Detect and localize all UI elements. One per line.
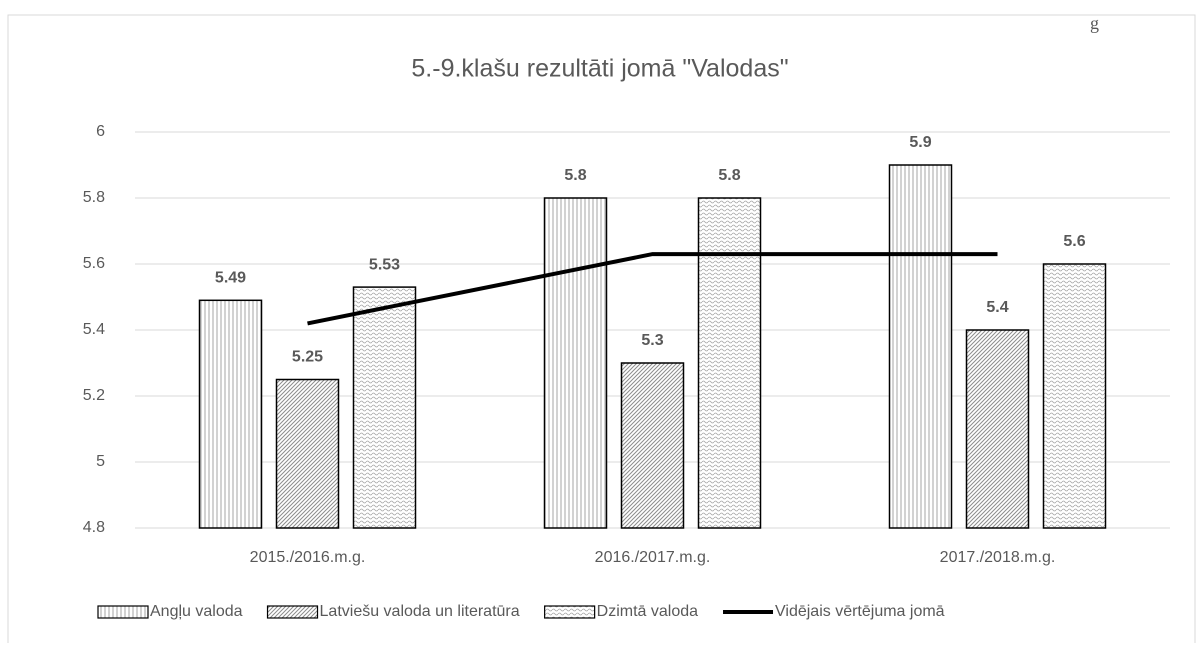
y-tick-label: 4.8 — [83, 519, 105, 536]
bar — [352, 286, 417, 529]
bar — [965, 329, 1030, 529]
y-tick-label: 5.2 — [83, 387, 105, 404]
x-tick-label: 2015./2016.m.g. — [250, 549, 366, 566]
bar — [1042, 263, 1107, 529]
data-label: 5.9 — [909, 134, 931, 151]
bar — [888, 164, 953, 529]
corner-text: g — [1090, 13, 1099, 33]
data-label: 5.53 — [369, 256, 400, 273]
bar — [543, 197, 608, 529]
data-label: 5.6 — [1063, 233, 1085, 250]
bar — [275, 378, 340, 529]
legend-swatch — [544, 605, 596, 619]
legend-label: Latviešu valoda un literatūra — [320, 603, 520, 620]
data-label: 5.3 — [641, 332, 663, 349]
bar — [198, 299, 263, 529]
data-label: 5.4 — [986, 299, 1008, 316]
data-label: 5.8 — [718, 167, 740, 184]
data-label: 5.8 — [564, 167, 586, 184]
bar — [697, 197, 762, 529]
bar — [620, 362, 685, 529]
data-label: 5.49 — [215, 270, 246, 287]
legend-label: Dzimtā valoda — [597, 603, 698, 620]
y-tick-label: 5.8 — [83, 189, 105, 206]
legend-swatch — [266, 605, 319, 619]
line — [307, 252, 998, 326]
x-tick-label: 2016./2017.m.g. — [595, 549, 711, 566]
y-tick-label: 5.4 — [83, 321, 105, 338]
legend-label: Vidējais vērtējuma jomā — [775, 603, 945, 620]
data-label: 5.25 — [292, 349, 323, 366]
legend-swatch — [97, 605, 149, 619]
y-tick-label: 6 — [96, 123, 105, 140]
y-tick-label: 5 — [96, 453, 105, 470]
y-tick-label: 5.6 — [83, 255, 105, 272]
chart-title: 5.-9.klašu rezultāti jomā "Valodas" — [411, 55, 788, 83]
x-tick-label: 2017./2018.m.g. — [940, 549, 1056, 566]
legend-label: Angļu valoda — [150, 603, 243, 620]
